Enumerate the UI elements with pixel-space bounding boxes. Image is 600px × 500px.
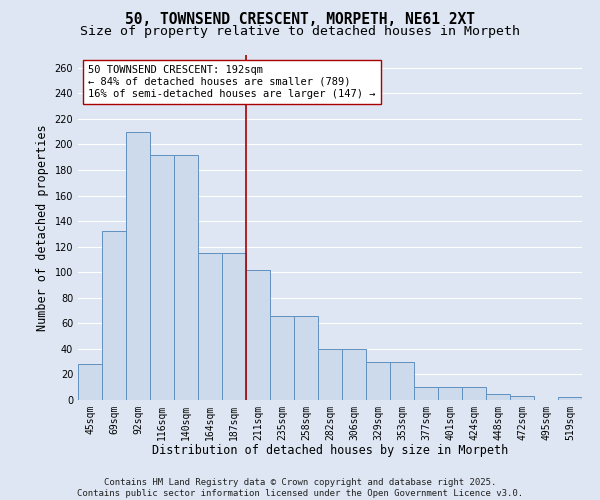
Bar (438, 387, 462, 400)
Bar (318, 349, 342, 400)
Bar (150, 154, 174, 400)
Bar (246, 270, 270, 400)
Bar (78, 364, 102, 400)
Text: 50, TOWNSEND CRESCENT, MORPETH, NE61 2XT: 50, TOWNSEND CRESCENT, MORPETH, NE61 2XT (125, 12, 475, 28)
Bar (342, 349, 366, 400)
Bar (222, 253, 246, 400)
Text: 50 TOWNSEND CRESCENT: 192sqm
← 84% of detached houses are smaller (789)
16% of s: 50 TOWNSEND CRESCENT: 192sqm ← 84% of de… (88, 66, 376, 98)
Bar (294, 316, 318, 400)
Bar (462, 387, 486, 400)
Bar (174, 154, 198, 400)
Bar (126, 132, 150, 400)
Y-axis label: Number of detached properties: Number of detached properties (36, 124, 49, 331)
Bar (102, 232, 126, 400)
Bar (558, 398, 582, 400)
Bar (486, 394, 510, 400)
Bar (366, 362, 390, 400)
Bar (390, 362, 414, 400)
Text: Contains HM Land Registry data © Crown copyright and database right 2025.
Contai: Contains HM Land Registry data © Crown c… (77, 478, 523, 498)
X-axis label: Distribution of detached houses by size in Morpeth: Distribution of detached houses by size … (152, 444, 508, 458)
Text: Size of property relative to detached houses in Morpeth: Size of property relative to detached ho… (80, 25, 520, 38)
Bar (414, 387, 438, 400)
Bar (270, 316, 294, 400)
Bar (198, 253, 222, 400)
Bar (510, 396, 534, 400)
